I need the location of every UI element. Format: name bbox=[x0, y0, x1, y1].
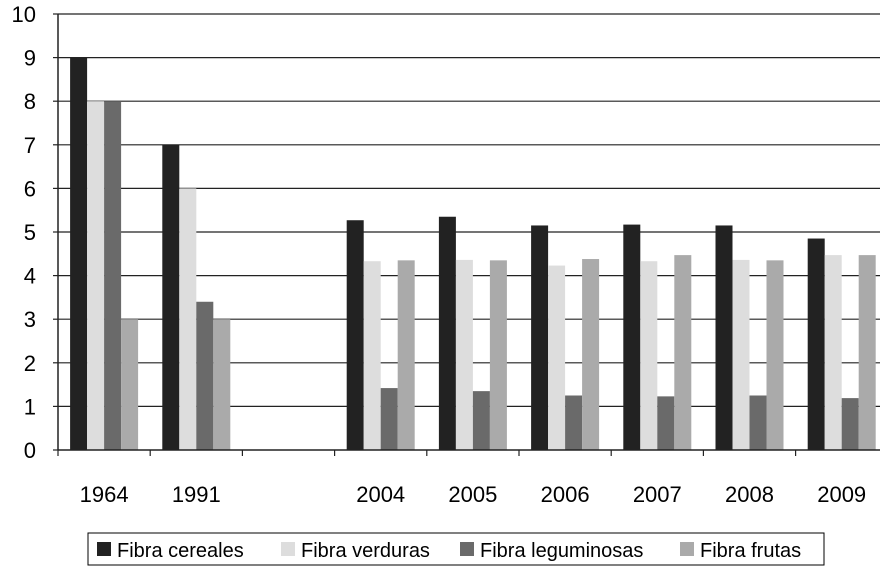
bar-fibra-verduras-2006 bbox=[548, 265, 566, 450]
bar-fibra-leguminosas-2009 bbox=[841, 398, 859, 450]
bar-fibra-frutas-2007 bbox=[674, 255, 692, 450]
legend-label: Fibra verduras bbox=[301, 540, 430, 562]
bar-fibra-frutas-1991 bbox=[213, 319, 231, 450]
bar-fibra-leguminosas-1991 bbox=[196, 301, 214, 450]
y-tick-label: 9 bbox=[24, 46, 36, 71]
legend: Fibra cereales Fibra verduras Fibra legumi… bbox=[87, 532, 825, 566]
bar-fibra-frutas-2005 bbox=[489, 260, 507, 450]
y-tick-label: 6 bbox=[24, 176, 36, 201]
bar-fibra-leguminosas-2005 bbox=[472, 391, 490, 450]
x-tick-label: 1991 bbox=[172, 482, 221, 507]
bar-fibra-leguminosas-1964 bbox=[104, 101, 122, 450]
bar-fibra-verduras-2005 bbox=[455, 259, 473, 450]
bar-fibra-cereales-1991 bbox=[162, 144, 180, 451]
bar-fibra-cereales-2007 bbox=[623, 224, 641, 450]
x-tick-label: 2006 bbox=[541, 482, 590, 507]
legend-label: Fibra leguminosas bbox=[480, 540, 643, 562]
axes bbox=[57, 14, 880, 456]
bar-fibra-leguminosas-2008 bbox=[749, 395, 767, 450]
bar-fibra-cereales-1964 bbox=[70, 57, 88, 450]
y-tick-label: 10 bbox=[12, 2, 36, 27]
bar-fibra-verduras-2004 bbox=[363, 261, 381, 450]
bar-fibra-frutas-2009 bbox=[858, 255, 876, 450]
y-tick-label: 3 bbox=[24, 307, 36, 332]
y-tick-label: 7 bbox=[24, 133, 36, 158]
bar-fibra-frutas-2006 bbox=[582, 259, 600, 450]
bar-fibra-cereales-2004 bbox=[346, 220, 364, 450]
legend-box bbox=[87, 532, 825, 566]
bar-fibra-leguminosas-2007 bbox=[657, 396, 675, 450]
y-tick-label: 5 bbox=[24, 220, 36, 245]
bar-fibra-frutas-2008 bbox=[766, 260, 784, 450]
legend-swatch bbox=[97, 542, 111, 556]
legend-swatch bbox=[680, 542, 694, 556]
y-tick-label: 8 bbox=[24, 89, 36, 114]
bar-fibra-frutas-2004 bbox=[397, 260, 415, 450]
bar-fibra-leguminosas-2004 bbox=[380, 388, 398, 450]
x-tick-label: 2009 bbox=[817, 482, 866, 507]
x-tick-label: 2005 bbox=[448, 482, 497, 507]
y-tick-label: 4 bbox=[24, 264, 36, 289]
bar-fibra-verduras-1964 bbox=[87, 101, 105, 450]
bar-fibra-verduras-1991 bbox=[179, 188, 197, 450]
y-tick-label: 1 bbox=[24, 394, 36, 419]
x-tick-label: 2004 bbox=[356, 482, 405, 507]
bars bbox=[70, 57, 876, 451]
x-tick-label: 1964 bbox=[80, 482, 129, 507]
legend-items: Fibra cereales Fibra verduras Fibra legumi… bbox=[97, 540, 801, 562]
legend-swatch bbox=[281, 542, 295, 556]
bar-fibra-cereales-2008 bbox=[715, 225, 733, 450]
bar-fibra-cereales-2005 bbox=[438, 216, 456, 450]
bar-fibra-verduras-2009 bbox=[824, 255, 842, 450]
bar-fibra-frutas-1964 bbox=[121, 319, 139, 450]
x-tick-label: 2008 bbox=[725, 482, 774, 507]
bar-fibra-verduras-2008 bbox=[732, 259, 750, 450]
bar-fibra-verduras-2007 bbox=[640, 261, 658, 450]
legend-swatch bbox=[460, 542, 474, 556]
y-tick-label: 2 bbox=[24, 351, 36, 376]
bar-fibra-cereales-2006 bbox=[531, 225, 549, 450]
legend-label: Fibra frutas bbox=[700, 540, 801, 562]
legend-label: Fibra cereales bbox=[117, 540, 244, 562]
bar-fibra-leguminosas-2006 bbox=[565, 395, 583, 450]
bar-fibra-cereales-2009 bbox=[807, 238, 825, 450]
y-tick-label: 0 bbox=[24, 438, 36, 463]
x-tick-label: 2007 bbox=[633, 482, 682, 507]
x-tick-labels: 1964 1991 2004 2005 2006 2007 2008 2009 bbox=[80, 482, 867, 507]
y-tick-labels: 0 1 2 3 4 5 6 7 8 9 10 bbox=[12, 2, 36, 463]
